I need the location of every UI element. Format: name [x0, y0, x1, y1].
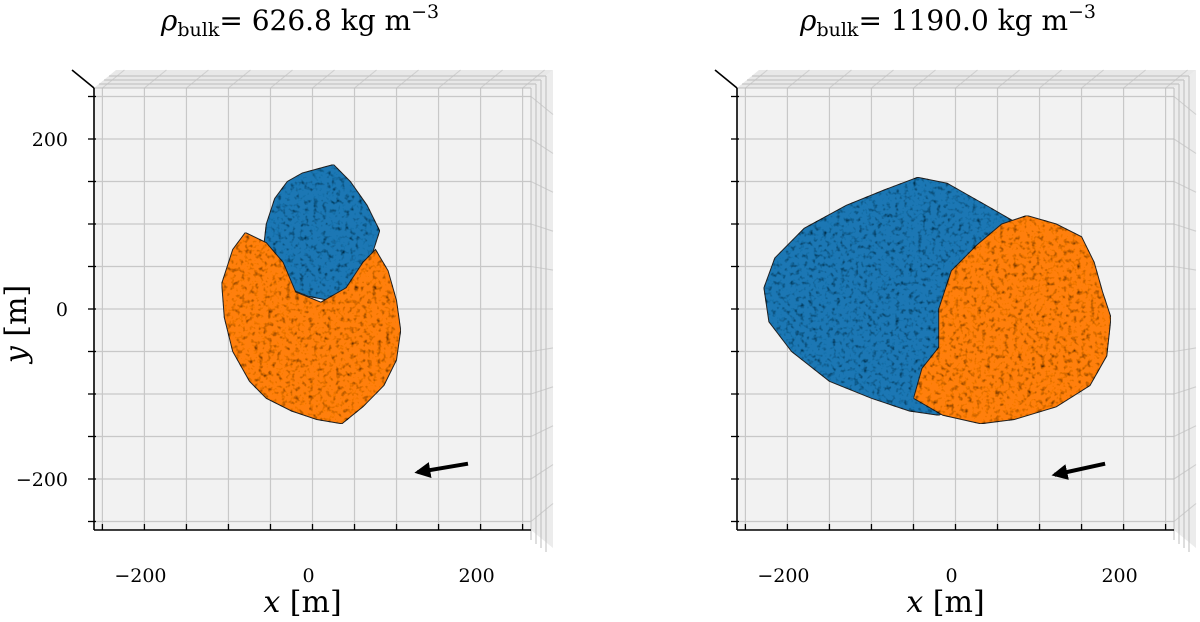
- grid-line-depth: [530, 223, 554, 232]
- blob-layer: [221, 163, 402, 425]
- grid-line-depth: [955, 69, 978, 89]
- grid-line-depth: [530, 503, 554, 522]
- grid-line-depth: [1123, 69, 1146, 89]
- grid-line-depth: [144, 69, 167, 89]
- grid-line-depth: [530, 347, 554, 353]
- grid-line-depth: [530, 96, 554, 115]
- grid-line-depth: [354, 69, 377, 89]
- title-exponent: −3: [1068, 1, 1096, 23]
- x-axis-label: x [m]: [263, 585, 341, 620]
- arrow-layer: [1051, 461, 1106, 480]
- x-tick-label: 0: [945, 565, 957, 587]
- y-tick-label: 200: [32, 129, 68, 151]
- grid-line-depth: [312, 69, 335, 89]
- grid-line-depth: [1081, 69, 1104, 89]
- grid-line-depth: [530, 181, 554, 193]
- x-tick-label: 200: [1101, 565, 1137, 587]
- x-axis-var: x: [906, 585, 923, 620]
- x-axis-unit: [m]: [280, 585, 341, 620]
- blob-orange: [221, 231, 402, 425]
- x-tick-labels: −200 0 200: [114, 565, 494, 587]
- grid-line-depth: [530, 138, 554, 154]
- grid-line-depth: [438, 69, 461, 89]
- x-axis-unit: [m]: [923, 585, 984, 620]
- y-tick-label: −200: [16, 469, 68, 491]
- grid-line-depth: [1165, 69, 1188, 89]
- grid-line-depth: [1173, 425, 1197, 437]
- grid-line-depth: [1173, 347, 1197, 353]
- grid-line-depth: [1173, 464, 1197, 480]
- x-tick-label: 200: [458, 565, 494, 587]
- grid-line-depth: [1039, 69, 1062, 89]
- y-axis-unit: [m]: [0, 285, 34, 346]
- y-axis-label: y [m]: [0, 285, 34, 365]
- title-rho: ρ: [160, 4, 178, 37]
- z-axis-stub: [71, 69, 95, 89]
- x-axis-var: x: [263, 585, 280, 620]
- panel-left: ρbulk= 626.8 kg m−3 x [m] y [m] −200 0 2…: [0, 1, 554, 620]
- z-axis-stub: [714, 69, 738, 89]
- title-text: = 626.8 kg m: [219, 4, 411, 37]
- grid-line-depth: [1173, 265, 1197, 271]
- y-tick-label: 0: [56, 299, 68, 321]
- grid-line-depth: [102, 69, 125, 89]
- grid-line-depth: [997, 69, 1020, 89]
- axes: [71, 69, 531, 531]
- grid-line-depth: [530, 425, 554, 437]
- title-subscript: bulk: [177, 19, 219, 41]
- grid-line-depth: [829, 69, 852, 89]
- grid-line-depth: [396, 69, 419, 89]
- grid-line-depth: [913, 69, 936, 89]
- chart-title: ρbulk= 626.8 kg m−3: [160, 1, 439, 41]
- title-subscript: bulk: [816, 19, 858, 41]
- grid-line-depth: [270, 69, 293, 89]
- grid: [737, 69, 1197, 552]
- panel-right: ρbulk= 1190.0 kg m−3 x [m] −200 0 200: [714, 1, 1197, 620]
- grid-line-depth: [871, 69, 894, 89]
- grid-line-depth: [1173, 503, 1197, 522]
- grid-line-depth: [1173, 386, 1197, 395]
- x-tick-label: −200: [114, 565, 166, 587]
- y-axis-var: y: [0, 345, 34, 365]
- x-tick-labels: −200 0 200: [757, 565, 1137, 587]
- title-rho: ρ: [799, 4, 817, 37]
- grid-line-depth: [522, 69, 545, 89]
- direction-arrow: [414, 461, 469, 478]
- grid-line-depth: [745, 69, 768, 89]
- grid-line-depth: [530, 386, 554, 395]
- title-exponent: −3: [411, 1, 439, 23]
- grid-line-depth: [1173, 138, 1197, 154]
- grid-line-depth: [530, 464, 554, 480]
- arrow-layer: [414, 461, 469, 478]
- grid-line-depth: [1173, 181, 1197, 193]
- chart-title: ρbulk= 1190.0 kg m−3: [799, 1, 1096, 41]
- x-tick-label: 0: [302, 565, 314, 587]
- grid-line-depth: [1173, 223, 1197, 232]
- blob-blue: [263, 163, 381, 302]
- x-axis-label: x [m]: [906, 585, 984, 620]
- blob-layer: [763, 176, 1112, 425]
- direction-arrow: [1051, 461, 1106, 480]
- title-text: = 1190.0 kg m: [858, 4, 1068, 37]
- x-tick-label: −200: [757, 565, 809, 587]
- grid-line-depth: [480, 69, 503, 89]
- blob-orange: [912, 214, 1112, 425]
- grid-line-depth: [186, 69, 209, 89]
- y-tick-labels: −200 0 200: [16, 129, 68, 491]
- grid-line-depth: [1173, 96, 1197, 115]
- grid-line-depth: [530, 265, 554, 271]
- grid-line-depth: [787, 69, 810, 89]
- axes: [714, 69, 1174, 531]
- grid-line-depth: [228, 69, 251, 89]
